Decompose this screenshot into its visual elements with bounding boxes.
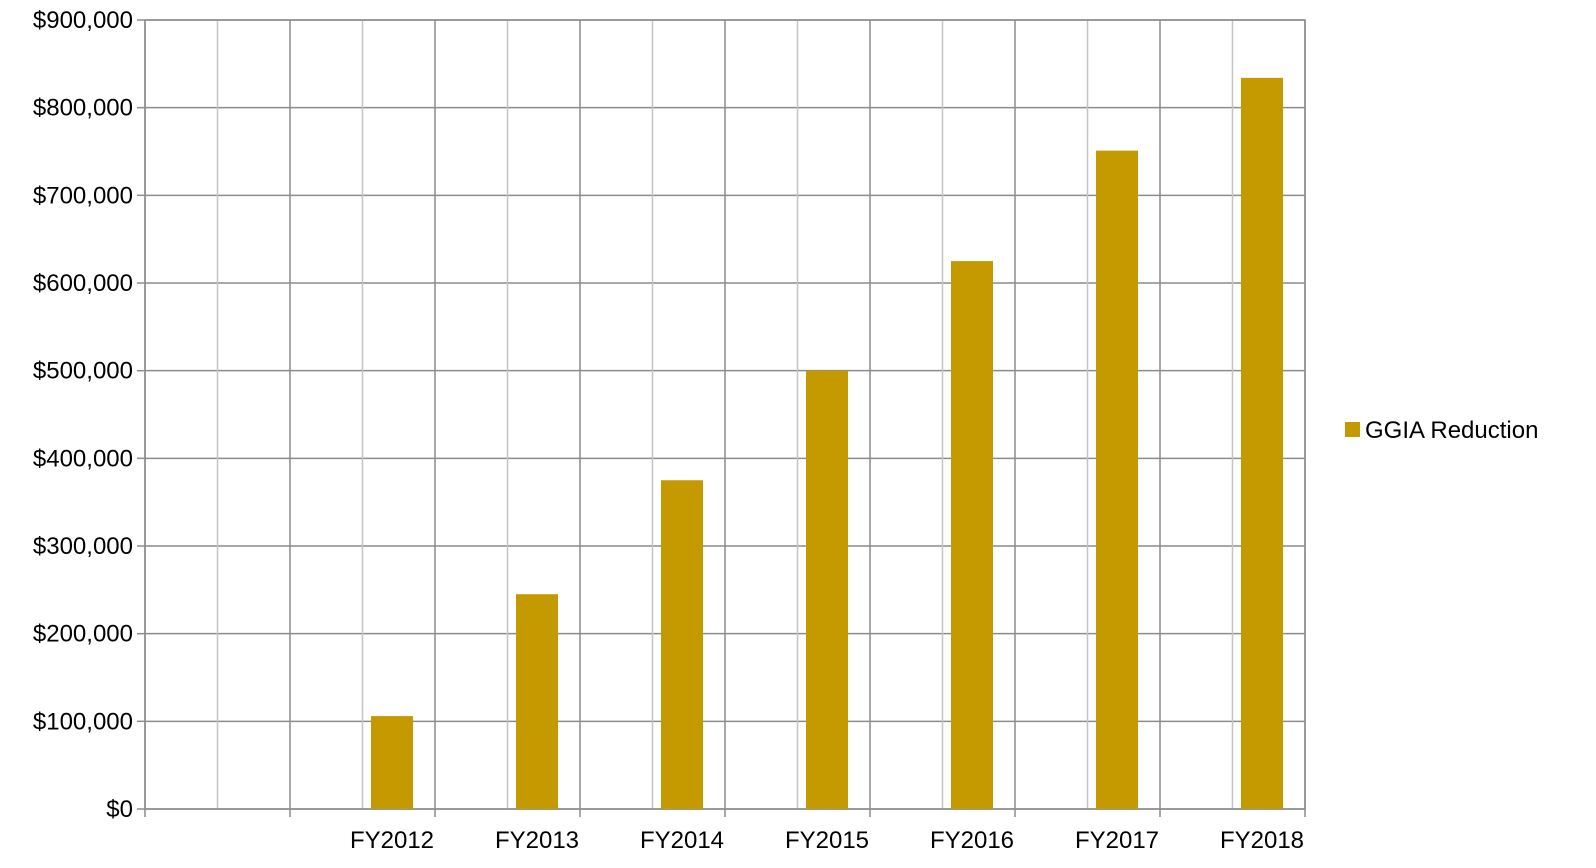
y-tick-label: $100,000 <box>33 708 133 735</box>
bar-fy2013 <box>516 594 558 809</box>
bar-series <box>371 77 1283 810</box>
y-tick-label: $500,000 <box>33 358 133 385</box>
y-tick-label: $700,000 <box>33 182 133 209</box>
x-tick-label: FY2015 <box>785 827 869 854</box>
bar-fy2015 <box>806 370 848 809</box>
y-tick-label: $400,000 <box>33 445 133 472</box>
x-tick-label: FY2016 <box>930 827 1014 854</box>
bar-fy2017 <box>1096 150 1138 809</box>
grid-lines <box>144 19 1306 810</box>
x-axis-tick-labels: FY2012 FY2013 FY2014 FY2015 FY2016 FY2017 FY20… <box>350 827 1304 854</box>
y-tick-label: $900,000 <box>33 7 133 34</box>
legend-swatch <box>1345 422 1360 437</box>
bar-fy2012 <box>371 716 413 809</box>
y-tick-label: $600,000 <box>33 270 133 297</box>
x-tick-label: FY2014 <box>640 827 724 854</box>
x-tick-label: FY2013 <box>495 827 579 854</box>
legend-label: GGIA Reduction <box>1365 417 1538 444</box>
y-tick-label: $300,000 <box>33 533 133 560</box>
x-tick-label: FY2017 <box>1075 827 1159 854</box>
x-tick-label: FY2012 <box>350 827 434 854</box>
bar-fy2018 <box>1241 77 1283 810</box>
bar-fy2014 <box>661 480 703 809</box>
x-tick-label: FY2018 <box>1220 827 1304 854</box>
plot-border <box>144 19 1306 810</box>
y-tick-label: $0 <box>106 796 133 823</box>
y-axis-tick-labels: $0 $100,000 $200,000 $300,000 $400,000 $500,0… <box>33 7 133 823</box>
y-tick-label: $800,000 <box>33 95 133 122</box>
y-tick-label: $200,000 <box>33 621 133 648</box>
legend: GGIA Reduction <box>1345 417 1538 444</box>
bar-fy2016 <box>951 261 993 809</box>
axes <box>137 19 1306 817</box>
